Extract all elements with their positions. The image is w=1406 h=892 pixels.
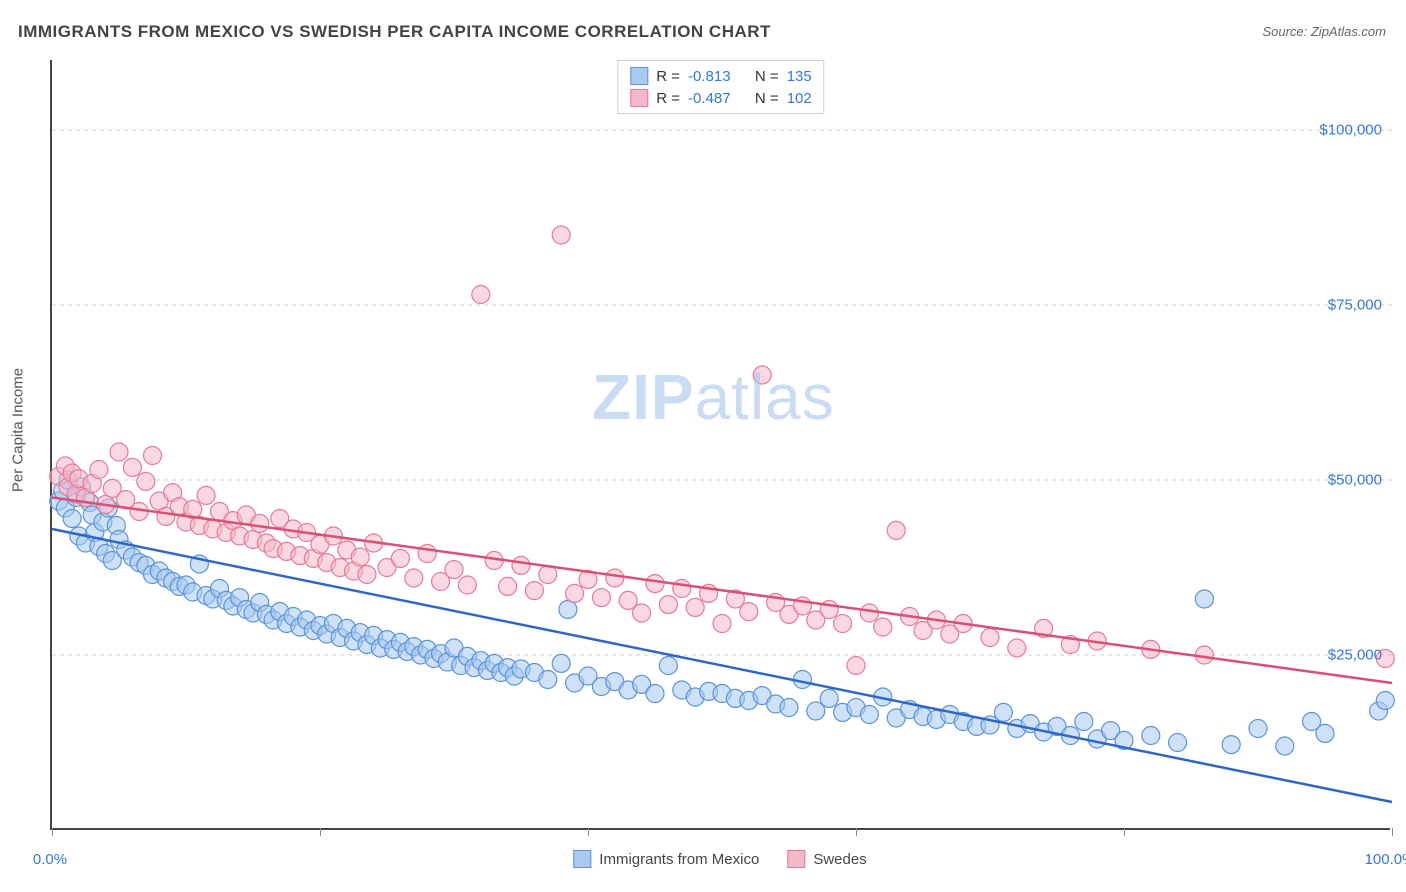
data-point-mexico — [539, 671, 557, 689]
x-tick-label-max: 100.0% — [1365, 851, 1406, 868]
data-point-swedes — [144, 447, 162, 465]
legend-swatch-mexico — [573, 850, 591, 868]
data-point-mexico — [659, 657, 677, 675]
data-point-mexico — [1195, 590, 1213, 608]
data-point-mexico — [780, 699, 798, 717]
data-point-swedes — [123, 458, 141, 476]
legend-stats-row-mexico: R = -0.813 N = 135 — [630, 65, 811, 87]
data-point-swedes — [860, 604, 878, 622]
y-tick-label: $50,000 — [1328, 472, 1382, 489]
data-point-swedes — [391, 549, 409, 567]
legend-swatch-mexico — [630, 67, 648, 85]
x-tick — [1124, 828, 1125, 836]
data-point-swedes — [351, 548, 369, 566]
legend-swatch-swedes — [787, 850, 805, 868]
legend-item-mexico: Immigrants from Mexico — [573, 850, 759, 868]
data-point-mexico — [1169, 734, 1187, 752]
data-point-swedes — [418, 545, 436, 563]
x-tick — [856, 828, 857, 836]
source-name: ZipAtlas.com — [1311, 24, 1386, 39]
y-tick-label: $25,000 — [1328, 647, 1382, 664]
data-point-mexico — [1075, 713, 1093, 731]
n-value-mexico: 135 — [787, 68, 812, 85]
data-point-mexico — [1249, 720, 1267, 738]
data-point-mexico — [860, 706, 878, 724]
data-point-swedes — [874, 618, 892, 636]
y-axis-title: Per Capita Income — [10, 368, 27, 492]
data-point-swedes — [525, 582, 543, 600]
data-point-swedes — [445, 561, 463, 579]
trendline-mexico — [52, 529, 1392, 802]
scatter-svg — [52, 60, 1392, 830]
data-point-swedes — [673, 580, 691, 598]
data-point-swedes — [458, 576, 476, 594]
data-point-swedes — [251, 514, 269, 532]
data-point-swedes — [110, 443, 128, 461]
data-point-swedes — [1008, 639, 1026, 657]
data-point-swedes — [659, 596, 677, 614]
data-point-swedes — [713, 615, 731, 633]
y-tick-label: $100,000 — [1319, 122, 1382, 139]
data-point-mexico — [559, 601, 577, 619]
x-tick — [588, 828, 589, 836]
data-point-swedes — [552, 226, 570, 244]
data-point-swedes — [847, 657, 865, 675]
y-tick-label: $75,000 — [1328, 297, 1382, 314]
r-value-swedes: -0.487 — [688, 90, 731, 107]
chart-title: IMMIGRANTS FROM MEXICO VS SWEDISH PER CA… — [18, 22, 771, 42]
data-point-swedes — [981, 629, 999, 647]
source-prefix: Source: — [1262, 24, 1310, 39]
n-value-swedes: 102 — [787, 90, 812, 107]
data-point-swedes — [592, 589, 610, 607]
data-point-swedes — [887, 521, 905, 539]
n-label: N = — [755, 90, 779, 107]
data-point-mexico — [646, 685, 664, 703]
legend-label-swedes: Swedes — [813, 851, 866, 868]
data-point-swedes — [740, 603, 758, 621]
data-point-mexico — [1142, 727, 1160, 745]
data-point-mexico — [1222, 736, 1240, 754]
legend-item-swedes: Swedes — [787, 850, 866, 868]
x-tick — [1392, 828, 1393, 836]
x-tick-label-min: 0.0% — [33, 851, 67, 868]
x-tick — [52, 828, 53, 836]
data-point-swedes — [633, 604, 651, 622]
r-value-mexico: -0.813 — [688, 68, 731, 85]
data-point-mexico — [552, 654, 570, 672]
data-point-swedes — [90, 461, 108, 479]
r-label: R = — [656, 90, 680, 107]
data-point-swedes — [646, 575, 664, 593]
legend-stats-box: R = -0.813 N = 135 R = -0.487 N = 102 — [617, 60, 824, 114]
data-point-swedes — [834, 615, 852, 633]
data-point-mexico — [1376, 692, 1394, 710]
data-point-swedes — [499, 577, 517, 595]
data-point-mexico — [820, 689, 838, 707]
plot-region: ZIPatlas R =-0.813 N =135R =-0.487 N =10… — [50, 60, 1390, 830]
data-point-swedes — [472, 286, 490, 304]
data-point-swedes — [753, 366, 771, 384]
data-point-swedes — [512, 556, 530, 574]
legend-stats-row-swedes: R = -0.487 N = 102 — [630, 87, 811, 109]
data-point-mexico — [1276, 737, 1294, 755]
data-point-swedes — [566, 584, 584, 602]
r-label: R = — [656, 68, 680, 85]
data-point-mexico — [994, 703, 1012, 721]
data-point-swedes — [405, 569, 423, 587]
data-point-swedes — [137, 472, 155, 490]
legend-label-mexico: Immigrants from Mexico — [599, 851, 759, 868]
data-point-swedes — [358, 566, 376, 584]
source-attribution: Source: ZipAtlas.com — [1262, 24, 1386, 39]
data-point-mexico — [1316, 724, 1334, 742]
data-point-mexico — [63, 510, 81, 528]
data-point-swedes — [686, 598, 704, 616]
legend-swatch-swedes — [630, 89, 648, 107]
data-point-swedes — [197, 486, 215, 504]
legend-bottom: Immigrants from Mexico Swedes — [573, 850, 866, 868]
chart-area: ZIPatlas R =-0.813 N =135R =-0.487 N =10… — [50, 60, 1390, 830]
data-point-swedes — [606, 569, 624, 587]
x-tick — [320, 828, 321, 836]
n-label: N = — [755, 68, 779, 85]
